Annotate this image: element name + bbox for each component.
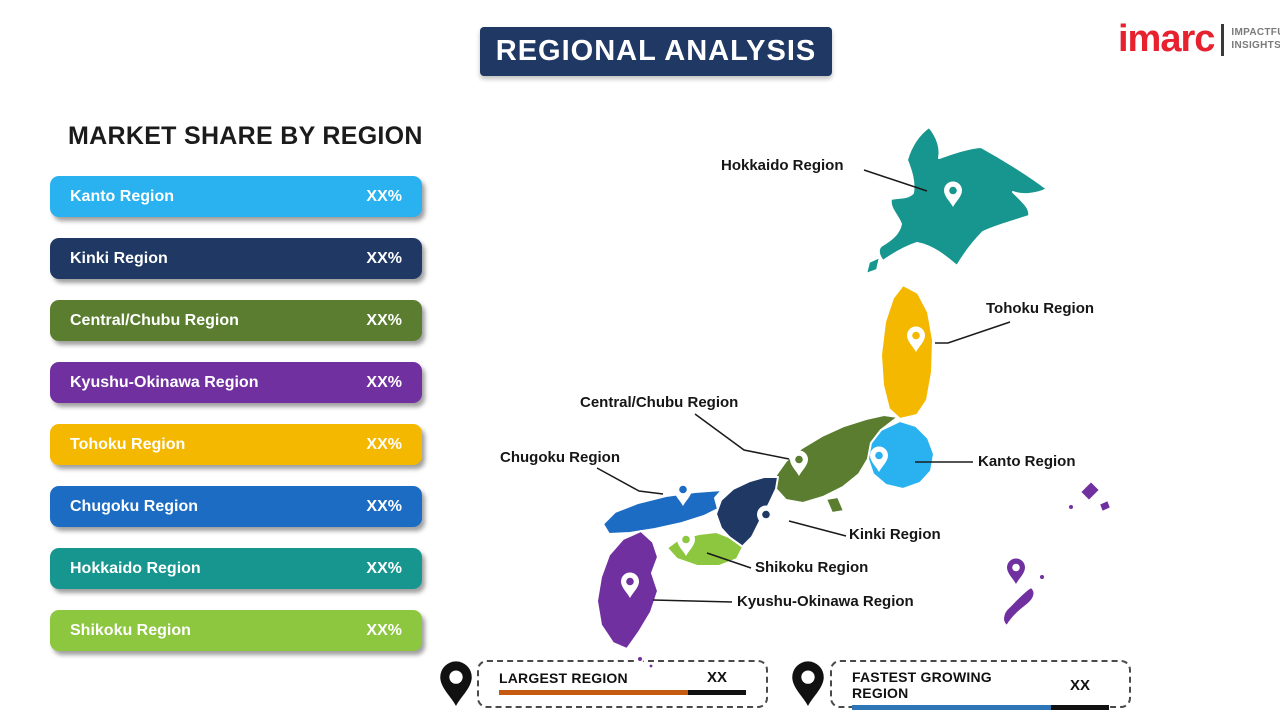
callout-lines [596,169,1011,603]
market-share-item-chugoku: Chugoku Region XX% [50,486,422,527]
imarc-logo: imarc IMPACTFUL INSIGHTS [1118,18,1280,60]
region-okinawa-islet [1038,573,1046,581]
callout-line-shikoku [706,552,752,569]
legend-largest-label: LARGEST REGION [499,669,628,686]
map-pin-shikoku-icon [677,530,695,556]
callout-line-hokkaido [863,169,928,192]
region-value: XX% [366,497,402,515]
legend-largest-bar-color [499,690,688,695]
region-kyushu [596,530,659,650]
legend-fastest-label: FASTEST GROWING REGION [852,669,992,701]
region-label: Kyushu-Okinawa Region [70,373,259,391]
imarc-brand-text: imarc [1118,18,1215,60]
region-value: XX% [366,559,402,577]
market-share-title: MARKET SHARE BY REGION [68,122,423,150]
legend-largest-value: XX [706,669,727,686]
region-label: Central/Chubu Region [70,311,239,329]
legend-fastest-pin-icon [792,661,824,706]
region-okinawa-main [1002,586,1036,627]
region-chugoku [602,489,723,535]
market-share-item-hokkaido: Hokkaido Region XX% [50,548,422,589]
region-value: XX% [366,187,402,205]
legend-fastest-bar [852,705,1109,710]
region-label: Tohoku Region [70,435,186,453]
region-tohoku [880,284,934,420]
map-label-kyushu-okinawa: Kyushu-Okinawa Region [737,593,914,610]
legend-fastest-bar-color [852,705,1051,710]
legend-largest-bar-black [688,690,746,695]
callout-line-central-chubu [694,413,790,460]
region-okinawa-islet [1067,503,1075,511]
logo-tagline-line2: INSIGHTS [1231,40,1280,51]
legend-fastest-bar-black [1051,705,1109,710]
region-shikoku [666,531,744,567]
map-pin-hokkaido-icon [944,181,962,207]
logo-tagline: IMPACTFUL INSIGHTS [1231,26,1280,56]
region-okinawa-islet [1079,480,1101,502]
region-value: XX% [366,621,402,639]
logo-divider [1221,24,1225,56]
legend-largest-region: LARGEST REGION XX [477,660,768,708]
map-pin-kanto-icon [870,446,888,472]
map-label-hokkaido: Hokkaido Region [721,157,844,174]
map-label-chugoku: Chugoku Region [500,449,620,466]
region-value: XX% [366,435,402,453]
map-pin-central-chubu-icon [790,450,808,476]
market-share-item-kanto: Kanto Region XX% [50,176,422,217]
region-label: Hokkaido Region [70,559,201,577]
market-share-item-shikoku: Shikoku Region XX% [50,610,422,651]
callout-line-kyushu-okinawa [652,599,733,603]
page-title: REGIONAL ANALYSIS [495,35,817,67]
map-label-central-chubu: Central/Chubu Region [580,394,739,411]
callout-line-chugoku [596,467,664,495]
map-pin-chugoku-icon [674,480,692,506]
callout-line-kinki [788,520,847,537]
legend-largest-bar [499,690,746,695]
market-share-item-kinki: Kinki Region XX% [50,238,422,279]
region-label: Kanto Region [70,187,174,205]
market-share-item-tohoku: Tohoku Region XX% [50,424,422,465]
map-label-tohoku: Tohoku Region [986,300,1095,317]
region-hokkaido-islet [865,256,881,275]
legend-largest-pin-icon [440,661,472,706]
region-central-chubu-peninsula [825,496,845,514]
market-share-item-central-chubu: Central/Chubu Region XX% [50,300,422,341]
map-label-kanto: Kanto Region [978,453,1076,470]
region-label: Chugoku Region [70,497,198,515]
map-pin-okinawa-icon [1007,558,1025,584]
region-okinawa-islet [1098,499,1112,513]
logo-tagline-line1: IMPACTFUL [1231,27,1280,38]
region-value: XX% [366,249,402,267]
callout-line-tohoku [935,321,1011,344]
map-label-shikoku: Shikoku Region [755,559,869,576]
region-label: Shikoku Region [70,621,191,639]
page-title-banner: REGIONAL ANALYSIS [480,27,832,76]
market-share-item-kyushu-okinawa: Kyushu-Okinawa Region XX% [50,362,422,403]
map-pin-kinki-icon [757,505,775,531]
map-pins [621,181,1025,598]
region-value: XX% [366,311,402,329]
region-hokkaido [877,126,1048,267]
region-central-chubu [775,414,899,504]
region-kanto [867,420,935,490]
market-share-list: Kanto Region XX% Kinki Region XX% Centra… [50,176,422,651]
map-pin-tohoku-icon [907,326,925,352]
legend-fastest-value: XX [1069,676,1090,694]
legend-fastest-growing-region: FASTEST GROWING REGION XX [830,660,1131,710]
region-label: Kinki Region [70,249,168,267]
map-pin-kyushu-icon [621,572,639,598]
region-kinki [715,476,779,548]
map-label-kinki: Kinki Region [849,526,941,543]
region-value: XX% [366,373,402,391]
